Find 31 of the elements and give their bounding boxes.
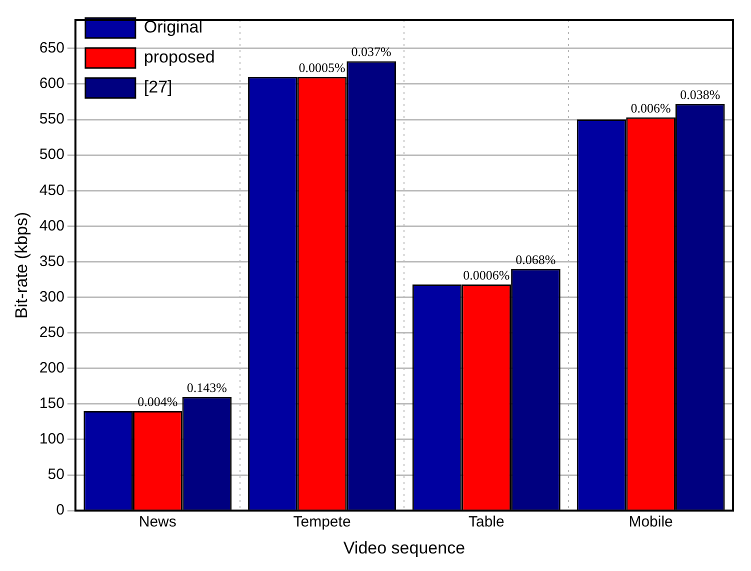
y-tick-label: 100: [39, 430, 64, 448]
x-tick-label: Table: [468, 514, 504, 531]
legend-label: proposed: [144, 48, 215, 67]
annotation: 0.068%: [516, 252, 556, 267]
annotation: 0.037%: [351, 44, 392, 60]
y-tick-label: 400: [39, 217, 64, 234]
y-tick-label: 50: [48, 466, 64, 484]
annotation: 0.143%: [186, 380, 228, 395]
y-tick-label: 300: [39, 288, 64, 306]
y-axis-title: Bit-rate (kbps): [12, 212, 31, 319]
y-tick-label: 150: [39, 395, 64, 412]
x-tick-label: Tempete: [293, 514, 351, 531]
annotation: 0.0005%: [298, 60, 346, 75]
x-tick-label: Mobile: [628, 514, 673, 531]
y-tick-label: 450: [39, 182, 64, 199]
legend-label: [27]: [144, 78, 172, 97]
annotation: 0.006%: [630, 100, 672, 116]
x-axis-title: Video sequence: [343, 538, 466, 558]
annotation: 0.004%: [138, 394, 178, 409]
x-tick-label: News: [138, 514, 176, 531]
annotation: 0.0006%: [463, 267, 510, 282]
y-tick-label: 600: [39, 75, 64, 92]
annotation: 0.038%: [680, 86, 720, 102]
y-tick-label: 350: [39, 252, 64, 270]
y-tick-label: 650: [39, 40, 64, 57]
y-tick-label: 250: [39, 324, 64, 341]
y-tick-label: 0: [56, 502, 64, 519]
legend-label: Original: [144, 18, 203, 37]
y-tick-label: 200: [39, 360, 64, 377]
y-tick-label: 500: [39, 146, 64, 164]
y-tick-label: 550: [39, 110, 64, 128]
